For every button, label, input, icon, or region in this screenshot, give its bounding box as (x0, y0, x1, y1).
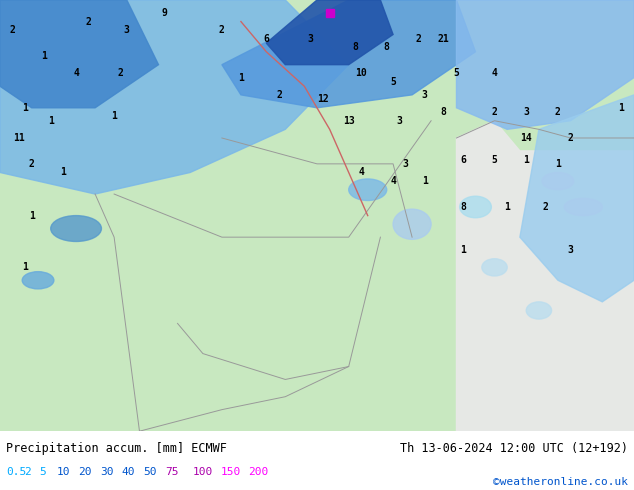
Text: 12: 12 (318, 94, 329, 104)
Text: 2: 2 (491, 107, 498, 117)
Text: 8: 8 (441, 107, 447, 117)
Text: 2: 2 (542, 202, 548, 212)
Text: 3: 3 (124, 25, 130, 35)
Polygon shape (222, 0, 476, 108)
Text: 200: 200 (249, 467, 269, 477)
Text: 2: 2 (117, 68, 124, 78)
Text: 2: 2 (567, 133, 574, 143)
Text: 1: 1 (238, 73, 244, 83)
Ellipse shape (22, 271, 54, 289)
Ellipse shape (482, 259, 507, 276)
Text: 1: 1 (504, 202, 510, 212)
Text: 2: 2 (219, 25, 225, 35)
Text: 14: 14 (521, 133, 532, 143)
Text: 2: 2 (24, 467, 31, 477)
Text: 20: 20 (79, 467, 92, 477)
Text: 75: 75 (165, 467, 178, 477)
Text: 4: 4 (73, 68, 79, 78)
Text: 1: 1 (22, 262, 29, 272)
Ellipse shape (526, 302, 552, 319)
Text: 5: 5 (390, 77, 396, 87)
Text: 2: 2 (86, 17, 92, 26)
Text: 1: 1 (111, 111, 117, 122)
Ellipse shape (460, 196, 491, 218)
Text: 1: 1 (60, 168, 67, 177)
Text: 1: 1 (22, 103, 29, 113)
Text: 8: 8 (460, 202, 466, 212)
Ellipse shape (393, 209, 431, 239)
Text: 6: 6 (263, 34, 269, 44)
Text: 3: 3 (422, 90, 428, 100)
Text: 150: 150 (221, 467, 241, 477)
Text: 3: 3 (523, 107, 529, 117)
Text: 1: 1 (523, 154, 529, 165)
Text: 3: 3 (307, 34, 314, 44)
Text: 5: 5 (491, 154, 498, 165)
Text: 10: 10 (356, 68, 367, 78)
Text: Precipitation accum. [mm] ECMWF: Precipitation accum. [mm] ECMWF (6, 442, 227, 455)
Text: 11: 11 (13, 133, 25, 143)
Text: 1: 1 (48, 116, 54, 126)
Text: 30: 30 (100, 467, 113, 477)
Text: 2: 2 (555, 107, 561, 117)
Text: 10: 10 (57, 467, 70, 477)
Text: 9: 9 (162, 8, 168, 18)
Text: 4: 4 (390, 176, 396, 186)
Polygon shape (456, 0, 634, 129)
Polygon shape (520, 95, 634, 302)
Text: 13: 13 (343, 116, 354, 126)
Text: 21: 21 (438, 34, 450, 44)
Ellipse shape (349, 179, 387, 200)
Polygon shape (0, 0, 349, 194)
Ellipse shape (51, 216, 101, 242)
Text: 2: 2 (276, 90, 282, 100)
Text: 0.5: 0.5 (6, 467, 27, 477)
Ellipse shape (564, 198, 602, 216)
Text: Th 13-06-2024 12:00 UTC (12+192): Th 13-06-2024 12:00 UTC (12+192) (399, 442, 628, 455)
Polygon shape (266, 0, 393, 65)
Text: 4: 4 (491, 68, 498, 78)
Text: 3: 3 (396, 116, 403, 126)
Text: 8: 8 (384, 43, 390, 52)
Text: 1: 1 (555, 159, 561, 169)
Text: 3: 3 (567, 245, 574, 255)
Text: 5: 5 (453, 68, 460, 78)
Text: 1: 1 (618, 103, 624, 113)
Text: 4: 4 (358, 168, 365, 177)
Text: 2: 2 (10, 25, 16, 35)
Text: 100: 100 (193, 467, 213, 477)
Text: 5: 5 (39, 467, 46, 477)
Text: 6: 6 (460, 154, 466, 165)
Text: 1: 1 (41, 51, 48, 61)
Text: 40: 40 (122, 467, 135, 477)
Text: 1: 1 (460, 245, 466, 255)
Ellipse shape (542, 172, 574, 190)
Text: 8: 8 (352, 43, 358, 52)
Text: 1: 1 (422, 176, 428, 186)
Text: ©weatheronline.co.uk: ©weatheronline.co.uk (493, 477, 628, 487)
Text: 3: 3 (403, 159, 409, 169)
Text: 2: 2 (29, 159, 35, 169)
Text: 50: 50 (143, 467, 157, 477)
Polygon shape (456, 121, 634, 431)
Polygon shape (0, 0, 158, 108)
Text: 2: 2 (415, 34, 422, 44)
Text: 1: 1 (29, 211, 35, 220)
